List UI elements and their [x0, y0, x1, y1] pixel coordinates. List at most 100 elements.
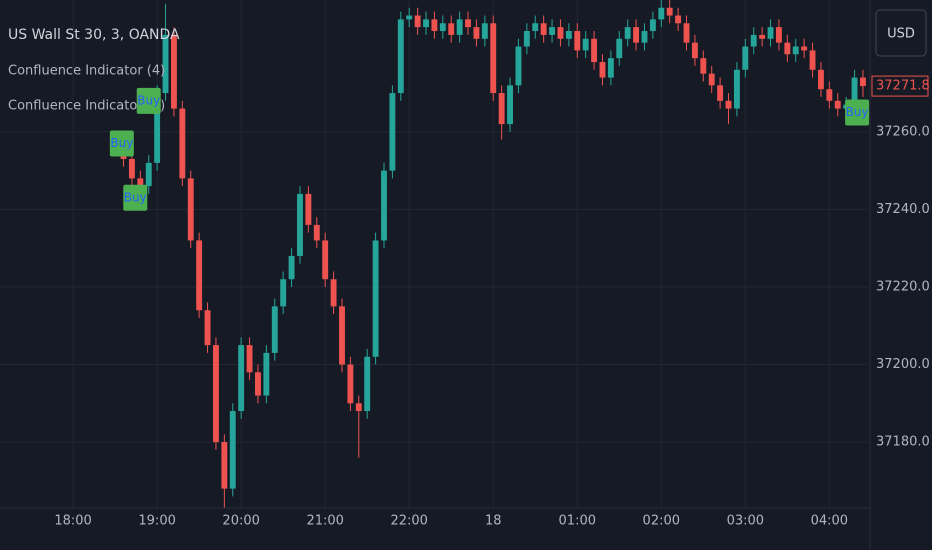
x-tick-label: 02:00	[643, 514, 680, 529]
x-tick-label: 22:00	[390, 514, 427, 529]
last-price-box	[871, 75, 929, 97]
candle-body	[372, 240, 379, 357]
currency-label[interactable]: USD	[887, 27, 915, 42]
candle-body	[297, 193, 303, 256]
candle-body	[633, 27, 640, 43]
buy-label: Buy	[846, 105, 869, 119]
candle-body	[515, 46, 522, 86]
candle-body	[759, 34, 766, 39]
candle-body	[406, 15, 413, 20]
y-tick-label: 37240.0	[876, 202, 930, 217]
x-tick-label: 19:00	[138, 514, 175, 529]
candle-body	[465, 19, 471, 28]
candle-body	[742, 46, 749, 70]
candle-body	[456, 19, 463, 35]
candle-body	[616, 38, 623, 59]
indicator-label: Confluence Indicator (4)	[8, 99, 165, 114]
indicator-label: Confluence Indicator (4)	[8, 64, 165, 79]
candle-body	[439, 23, 446, 32]
candle-body	[213, 345, 219, 443]
candle-body	[263, 352, 270, 396]
y-tick-label: 37180.0	[876, 435, 930, 450]
candle-body	[591, 38, 598, 63]
candle-body	[733, 69, 740, 109]
buy-marker	[109, 130, 134, 157]
candle-body	[767, 27, 774, 39]
candle-body	[717, 85, 724, 101]
candle-body	[423, 19, 429, 28]
candle-body	[599, 62, 606, 78]
candle-body	[624, 27, 631, 39]
candle-body	[288, 255, 295, 280]
candle-body	[414, 15, 421, 28]
candle-body	[431, 19, 438, 32]
candle-body	[818, 69, 824, 90]
candle-body	[557, 27, 564, 39]
x-tick-label: 18:00	[54, 514, 91, 529]
y-tick-label: 37220.0	[876, 279, 930, 294]
candle-body	[801, 46, 808, 51]
candle-body	[187, 178, 194, 241]
candle-body	[649, 19, 656, 32]
candle-body	[490, 23, 497, 94]
last-price-label: 37271.8	[876, 79, 930, 94]
candle-body	[389, 93, 396, 171]
buy-marker	[136, 87, 161, 114]
candle-body	[860, 77, 866, 87]
candle-body	[473, 27, 480, 39]
buy-marker	[845, 99, 870, 126]
candle-body	[221, 442, 228, 489]
x-tick-label: 18	[485, 514, 502, 529]
candle-body	[179, 108, 186, 179]
candle-body	[725, 100, 732, 109]
candle-body	[246, 345, 253, 373]
x-tick-label: 20:00	[222, 514, 259, 529]
y-tick-label: 37260.0	[876, 124, 930, 139]
candle-body	[607, 58, 614, 78]
y-tick-label: 37200.0	[876, 357, 930, 372]
candle-body	[658, 7, 665, 20]
candle-body	[582, 38, 589, 51]
candle-body	[851, 77, 858, 105]
candle-body	[792, 46, 799, 55]
x-tick-label: 03:00	[727, 514, 764, 529]
candle-body	[170, 34, 177, 109]
candle-body	[204, 310, 211, 346]
candle-body	[238, 345, 245, 412]
candle-body	[481, 23, 488, 39]
candle-body	[498, 93, 505, 125]
candle-body	[565, 31, 572, 39]
candle-body	[229, 411, 236, 489]
candle-body	[322, 240, 329, 280]
candle-body	[255, 372, 261, 396]
symbol-title: US Wall St 30, 3, OANDA	[8, 27, 180, 43]
candle-body	[196, 240, 203, 311]
candle-body	[313, 224, 320, 241]
candle-body	[280, 279, 287, 307]
candle-body	[448, 23, 455, 35]
candle-body	[162, 34, 169, 94]
candle-body	[305, 193, 312, 225]
x-tick-label: 01:00	[559, 514, 596, 529]
buy-label: Buy	[110, 136, 133, 150]
candle-body	[271, 306, 278, 353]
candle-body	[809, 50, 816, 70]
currency-button[interactable]	[875, 9, 927, 57]
candle-body	[330, 279, 337, 307]
candle-body	[834, 100, 841, 109]
candle-body	[691, 42, 698, 59]
candle-body	[137, 178, 144, 187]
candle-body	[666, 7, 673, 16]
candle-body	[750, 34, 757, 47]
candle-body	[145, 162, 152, 187]
candle-body	[364, 356, 371, 412]
candle-body	[381, 170, 387, 241]
x-tick-label: 21:00	[306, 514, 343, 529]
candle-body	[355, 403, 362, 412]
x-tick-label: 04:00	[811, 514, 848, 529]
candle-body	[826, 89, 833, 101]
candle-body	[540, 23, 547, 35]
buy-label: Buy	[124, 190, 147, 204]
